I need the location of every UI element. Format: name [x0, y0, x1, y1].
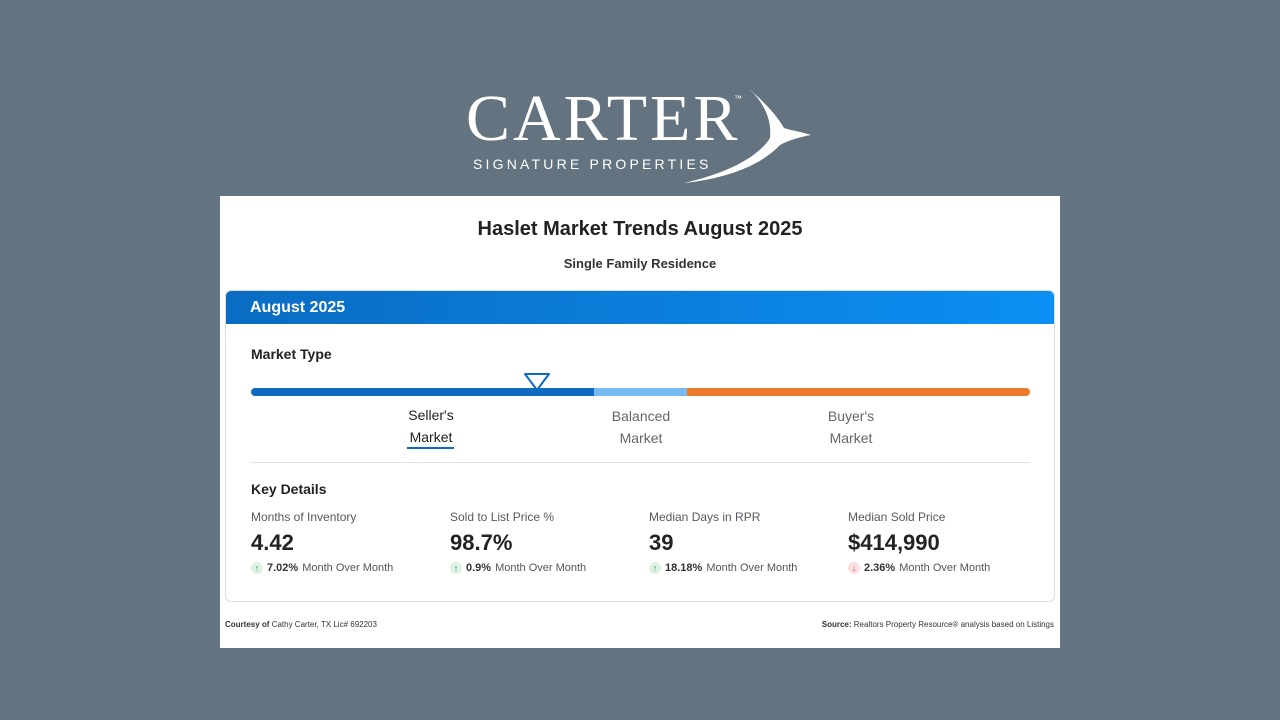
report-subtitle: Single Family Residence: [563, 256, 717, 271]
metric-label: Median Days in RPR: [649, 510, 761, 524]
metric-value: $414,990: [848, 530, 940, 555]
sellers-market-line1: Seller's: [408, 407, 454, 423]
brand-logo: CARTER ™ SIGNATURE PROPERTIES: [460, 82, 820, 188]
source-footer: Source: Realtors Property Resource® anal…: [822, 620, 1054, 629]
metric-value: 4.42: [251, 530, 294, 555]
balanced-market-segment: [593, 388, 688, 396]
report-title: Haslet Market Trends August 2025: [477, 218, 803, 240]
courtesy-text: Cathy Carter, TX Lic# 692203: [271, 620, 377, 629]
metric-median-days-in-rpr: Median Days in RPR 39 ↑ 18.18% Month Ove…: [649, 510, 849, 574]
market-trends-card: Haslet Market Trends August 2025 Single …: [220, 196, 1060, 648]
metric-label: Months of Inventory: [251, 510, 357, 524]
courtesy-label: Courtesy of: [225, 620, 270, 629]
buyers-market-line1: Buyer's: [827, 408, 875, 424]
metric-change: ↑ 7.02% Month Over Month: [251, 562, 451, 574]
buyers-market-line2: Market: [829, 430, 873, 446]
courtesy-footer: Courtesy of Cathy Carter, TX Lic# 692203: [225, 620, 377, 629]
metric-change-period: Month Over Month: [495, 562, 587, 574]
metric-change-period: Month Over Month: [706, 562, 798, 574]
metric-value: 98.7%: [450, 530, 513, 555]
balanced-market-label: Balanced Market: [581, 405, 701, 449]
metric-sold-to-list-price: Sold to List Price % 98.7% ↑ 0.9% Month …: [450, 510, 650, 574]
logo-tagline: SIGNATURE PROPERTIES: [473, 156, 712, 172]
market-panel: August 2025 Market Type Seller's Market …: [225, 290, 1055, 602]
balanced-market-line1: Balanced: [611, 408, 671, 424]
key-details-heading: Key Details: [251, 481, 327, 497]
seller-market-segment: [251, 388, 594, 396]
metric-change: ↑ 0.9% Month Over Month: [450, 562, 650, 574]
bird-swoosh-icon: [684, 88, 811, 183]
logo-wordmark: CARTER: [466, 82, 741, 155]
buyers-market-label: Buyer's Market: [791, 405, 911, 449]
arrow-up-icon: ↑: [251, 562, 263, 574]
arrow-up-icon: ↑: [450, 562, 462, 574]
market-type-heading: Market Type: [251, 346, 332, 362]
period-header: August 2025: [226, 291, 1054, 324]
source-text: Realtors Property Resource® analysis bas…: [853, 620, 1054, 629]
sellers-market-label: Seller's Market: [371, 404, 491, 448]
arrow-down-icon: ↓: [848, 562, 860, 574]
metric-months-of-inventory: Months of Inventory 4.42 ↑ 7.02% Month O…: [251, 510, 451, 574]
metric-label: Sold to List Price %: [450, 510, 555, 524]
metric-label: Median Sold Price: [848, 510, 946, 524]
metric-change: ↓ 2.36% Month Over Month: [848, 562, 1048, 574]
metric-change-percent: 0.9%: [466, 562, 492, 574]
balanced-market-line2: Market: [619, 430, 663, 446]
arrow-up-icon: ↑: [649, 562, 661, 574]
logo-trademark: ™: [734, 94, 742, 103]
metric-change-percent: 2.36%: [864, 562, 896, 574]
market-type-bar: [251, 388, 1030, 396]
section-divider: [251, 462, 1030, 463]
active-market-underline: [407, 447, 454, 449]
metric-change-period: Month Over Month: [899, 562, 991, 574]
metric-median-sold-price: Median Sold Price $414,990 ↓ 2.36% Month…: [848, 510, 1048, 574]
source-label: Source:: [821, 620, 852, 629]
metric-change-period: Month Over Month: [302, 562, 394, 574]
metric-change-percent: 7.02%: [267, 562, 299, 574]
metric-value: 39: [649, 530, 674, 555]
metric-change: ↑ 18.18% Month Over Month: [649, 562, 849, 574]
sellers-market-line2: Market: [409, 429, 453, 445]
metric-change-percent: 18.18%: [665, 562, 703, 574]
triangle-down-icon: [524, 373, 550, 391]
buyer-market-segment: [687, 388, 1030, 396]
